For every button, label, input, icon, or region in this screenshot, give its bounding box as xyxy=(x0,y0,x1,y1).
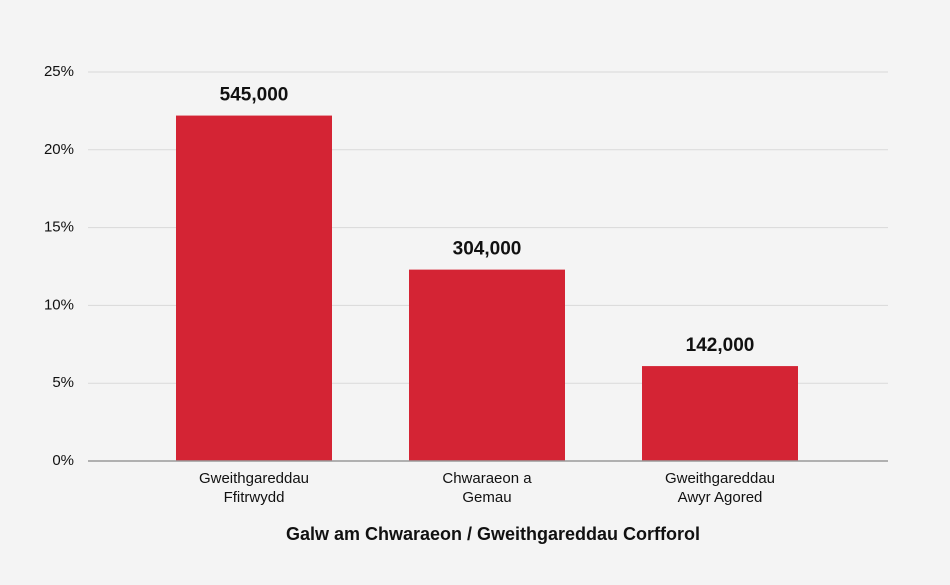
y-tick-label: 15% xyxy=(44,219,74,236)
y-tick-label: 20% xyxy=(44,141,74,158)
x-axis-label: Galw am Chwaraeon / Gweithgareddau Corff… xyxy=(286,524,700,544)
bar-value-label: 304,000 xyxy=(453,239,522,260)
y-tick-label: 25% xyxy=(44,63,74,80)
bar-value-label: 545,000 xyxy=(220,85,289,106)
y-tick-label: 5% xyxy=(52,374,74,391)
x-tick-label: Gweithgareddau Awyr Agored xyxy=(665,470,775,506)
bar xyxy=(409,269,565,461)
y-tick-label: 0% xyxy=(52,452,74,469)
x-tick-label: Gweithgareddau Ffitrwydd xyxy=(199,470,309,506)
y-tick-label: 10% xyxy=(44,296,74,313)
bar-value-label: 142,000 xyxy=(686,335,755,356)
bar xyxy=(642,366,798,461)
x-tick-label: Chwaraeon a Gemau xyxy=(442,470,532,506)
bar xyxy=(176,115,332,462)
